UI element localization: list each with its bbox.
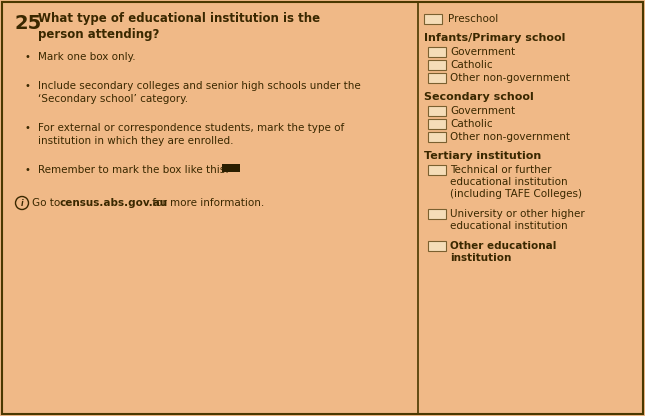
Text: person attending?: person attending? [38,28,159,41]
Text: Secondary school: Secondary school [424,92,534,102]
Bar [428,209,446,219]
Text: •: • [24,52,30,62]
Text: institution in which they are enrolled.: institution in which they are enrolled. [38,136,233,146]
Text: Other educational: Other educational [450,241,557,251]
Text: census.abs.gov.au: census.abs.gov.au [59,198,167,208]
Text: educational institution: educational institution [450,177,568,187]
Text: (including TAFE Colleges): (including TAFE Colleges) [450,189,582,199]
Bar [428,241,446,251]
Bar [222,163,240,171]
Text: For external or correspondence students, mark the type of: For external or correspondence students,… [38,123,344,133]
Text: Remember to mark the box like this:: Remember to mark the box like this: [38,165,229,175]
Text: Other non-government: Other non-government [450,132,570,142]
Text: Mark one box only.: Mark one box only. [38,52,135,62]
Bar [428,132,446,142]
Text: •: • [24,81,30,91]
Text: 25: 25 [14,14,41,33]
Text: Include secondary colleges and senior high schools under the: Include secondary colleges and senior hi… [38,81,361,91]
Text: Preschool: Preschool [448,14,498,24]
Text: Tertiary institution: Tertiary institution [424,151,541,161]
Text: Other non-government: Other non-government [450,73,570,83]
Text: for more information.: for more information. [149,198,264,208]
Text: University or other higher: University or other higher [450,209,585,219]
Text: •: • [24,165,30,175]
Text: educational institution: educational institution [450,221,568,231]
Bar [428,47,446,57]
Text: Technical or further: Technical or further [450,165,551,175]
Bar [428,119,446,129]
Text: Go to: Go to [32,198,63,208]
Bar [424,14,442,24]
Bar [428,73,446,83]
Text: ‘Secondary school’ category.: ‘Secondary school’ category. [38,94,188,104]
Text: Government: Government [450,106,515,116]
Text: •: • [24,123,30,133]
Text: i: i [21,198,23,208]
Text: institution: institution [450,253,511,263]
Text: Catholic: Catholic [450,119,493,129]
Text: What type of educational institution is the: What type of educational institution is … [38,12,320,25]
Bar [428,60,446,70]
Bar [428,106,446,116]
Text: Government: Government [450,47,515,57]
Text: Catholic: Catholic [450,60,493,70]
Bar [428,165,446,175]
Text: Infants/Primary school: Infants/Primary school [424,33,566,43]
